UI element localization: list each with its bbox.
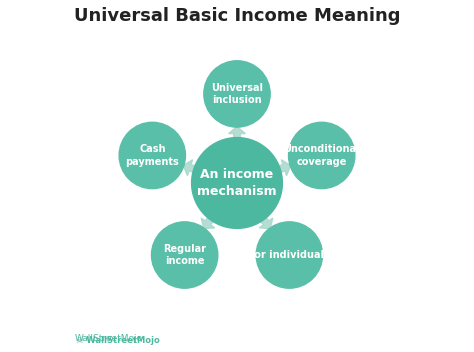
Polygon shape <box>228 126 246 141</box>
Circle shape <box>204 61 270 127</box>
Text: Unconditional
coverage: Unconditional coverage <box>283 144 360 166</box>
Circle shape <box>289 122 355 189</box>
Polygon shape <box>201 215 215 229</box>
Polygon shape <box>183 160 198 176</box>
Text: An income
mechanism: An income mechanism <box>197 168 277 198</box>
Text: Regular
income: Regular income <box>163 244 206 266</box>
Circle shape <box>191 138 283 228</box>
Circle shape <box>256 222 322 288</box>
Text: Universal
inclusion: Universal inclusion <box>211 83 263 105</box>
Text: Cash
payments: Cash payments <box>126 144 179 166</box>
Text: WallStreetMojo: WallStreetMojo <box>74 334 143 343</box>
Text: For individuals: For individuals <box>248 250 330 260</box>
Polygon shape <box>276 160 291 176</box>
Circle shape <box>119 122 185 189</box>
Circle shape <box>152 222 218 288</box>
Text: ☠ WallStreetMojo: ☠ WallStreetMojo <box>76 337 160 345</box>
Text: Universal Basic Income Meaning: Universal Basic Income Meaning <box>74 7 400 25</box>
Polygon shape <box>259 215 273 229</box>
